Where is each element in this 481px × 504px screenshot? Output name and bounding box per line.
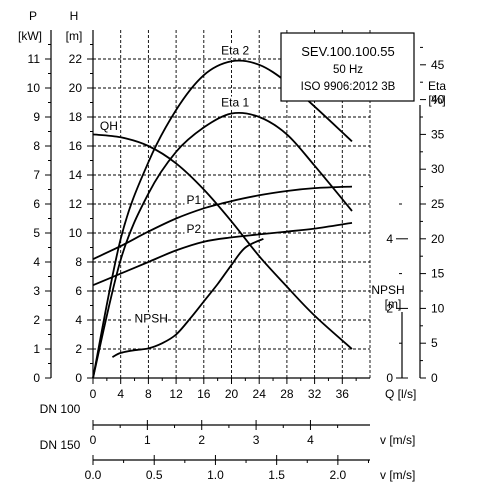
eta-axis-tick-label: 5 <box>431 336 438 350</box>
curve-p2 <box>92 222 353 287</box>
h-axis-tick-label: 4 <box>75 313 82 327</box>
p-axis-tick-label: 4 <box>33 255 40 269</box>
eta-axis-unit: [%] <box>428 93 445 107</box>
eta-axis-tick-label: 45 <box>431 58 445 72</box>
h-axis-tick-label: 12 <box>69 197 83 211</box>
h-axis-tick-label: 18 <box>69 110 83 124</box>
label-p1: P1 <box>186 193 201 207</box>
q-axis-tick-label: 16 <box>197 387 211 401</box>
h-axis-tick-label: 0 <box>75 371 82 385</box>
label-bg-eta-2 <box>219 44 259 58</box>
p-axis-unit: [kW] <box>18 29 42 43</box>
velocity-axis-tick-label: 1 <box>144 433 151 447</box>
p-axis-tick-label: 9 <box>33 110 40 124</box>
chart-labels: QH Eta 2 Eta 1 P1 P2 NPSH <box>97 43 259 326</box>
p-axis-tick-label: 10 <box>27 81 41 95</box>
frequency-label: 50 Hz <box>333 64 363 76</box>
q-axis-tick-label: 4 <box>117 387 124 401</box>
pump-model-title: SEV.100.100.55 <box>301 44 395 59</box>
p-axis-tick-label: 7 <box>33 168 40 182</box>
velocity-axis-tick-label: 1.5 <box>268 468 285 482</box>
h-axis-tick-label: 20 <box>69 81 83 95</box>
h-axis-tick-label: 16 <box>69 139 83 153</box>
curve-eta-1 <box>92 111 353 379</box>
eta-axis-tick-label: 35 <box>431 127 445 141</box>
q-axis-tick-label: 8 <box>145 387 152 401</box>
h-axis-tick-label: 22 <box>69 52 83 66</box>
velocity-axis-tick-label: 0.5 <box>146 468 163 482</box>
p-axis-tick-label: 0 <box>33 371 40 385</box>
h-axis-unit: [m] <box>66 29 83 43</box>
label-bg-npsh <box>132 312 165 326</box>
curve-npsh <box>111 237 264 358</box>
velocity-axis-name: DN 150 <box>40 438 81 452</box>
eta-axis-tick-label: 30 <box>431 162 445 176</box>
label-eta-2: Eta 2 <box>221 43 249 57</box>
npsh-axis-unit: [m] <box>385 297 402 311</box>
velocity-axis-tick-label: 2 <box>198 433 205 447</box>
q-axis-label: Q [l/s] <box>385 387 416 401</box>
label-p2: P2 <box>186 222 201 236</box>
h-axis-name: H <box>70 9 79 23</box>
velocity-axis-name: DN 100 <box>40 402 81 416</box>
h-axis-tick-label: 8 <box>75 255 82 269</box>
velocity-axis-tick-label: 0.0 <box>85 468 102 482</box>
q-axis-tick-label: 28 <box>280 387 294 401</box>
npsh-axis-tick-label: 4 <box>386 232 393 246</box>
eta-axis-tick-label: 0 <box>431 371 438 385</box>
label-eta-1: Eta 1 <box>221 96 249 110</box>
p-axis-tick-label: 11 <box>28 52 41 66</box>
h-axis-tick-label: 6 <box>75 284 82 298</box>
curve-qh <box>92 133 353 350</box>
h-axis-tick-label: 2 <box>75 342 82 356</box>
p-axis-tick-label: 2 <box>33 313 40 327</box>
eta-axis-tick-label: 15 <box>431 267 445 281</box>
npsh-axis-tick-label: 0 <box>386 371 393 385</box>
velocity-axis-tick-label: 3 <box>253 433 260 447</box>
p-axis-tick-label: 1 <box>33 342 40 356</box>
velocity-axis-tick-label: 1.0 <box>207 468 224 482</box>
q-axis-tick-label: 0 <box>90 387 97 401</box>
eta-axis-tick-label: 40 <box>431 93 445 107</box>
label-bg-eta-1 <box>219 96 259 110</box>
velocity-axis-label: v [m/s] <box>380 433 415 447</box>
p-axis-name: P <box>29 9 37 23</box>
q-axis-tick-label: 36 <box>336 387 350 401</box>
eta-axis-name: Eta <box>428 79 446 93</box>
label-bg-qh <box>97 120 116 134</box>
velocity-axis-tick-label: 4 <box>307 433 314 447</box>
npsh-axis-name: NPSH <box>371 283 404 297</box>
q-axis-tick-label: 20 <box>225 387 239 401</box>
velocity-axis-tick-label: 0 <box>90 433 97 447</box>
label-bg-p2 <box>184 223 203 236</box>
standard-label: ISO 9906:2012 3B <box>301 81 396 93</box>
curve-p1 <box>92 185 353 260</box>
velocity-axis-tick-label: 2.0 <box>330 468 347 482</box>
q-axis-tick-label: 12 <box>169 387 183 401</box>
label-bg-p1 <box>184 194 203 207</box>
h-axis-tick-label: 14 <box>69 168 83 182</box>
p-axis-tick-label: 3 <box>33 284 40 298</box>
title-box: SEV.100.100.55 50 Hz ISO 9906:2012 3B <box>280 32 415 102</box>
npsh-axis-tick-label: 2 <box>386 301 393 315</box>
p-axis-tick-label: 8 <box>33 139 40 153</box>
p-axis-tick-label: 5 <box>33 226 40 240</box>
title-box-frame <box>280 32 415 102</box>
q-axis-tick-label: 32 <box>308 387 322 401</box>
q-axis-tick-label: 24 <box>253 387 267 401</box>
eta-axis-tick-label: 10 <box>431 301 445 315</box>
chart-axes: P[kW]01234567891011H[m]02468101214161820… <box>18 9 446 482</box>
p-axis-tick-label: 6 <box>33 197 40 211</box>
eta-axis-tick-label: 25 <box>431 197 445 211</box>
eta-axis-tick-label: 20 <box>431 232 445 246</box>
label-qh: QH <box>100 119 118 133</box>
h-axis-tick-label: 10 <box>69 226 83 240</box>
label-npsh: NPSH <box>135 311 168 325</box>
velocity-axis-label: v [m/s] <box>380 468 415 482</box>
